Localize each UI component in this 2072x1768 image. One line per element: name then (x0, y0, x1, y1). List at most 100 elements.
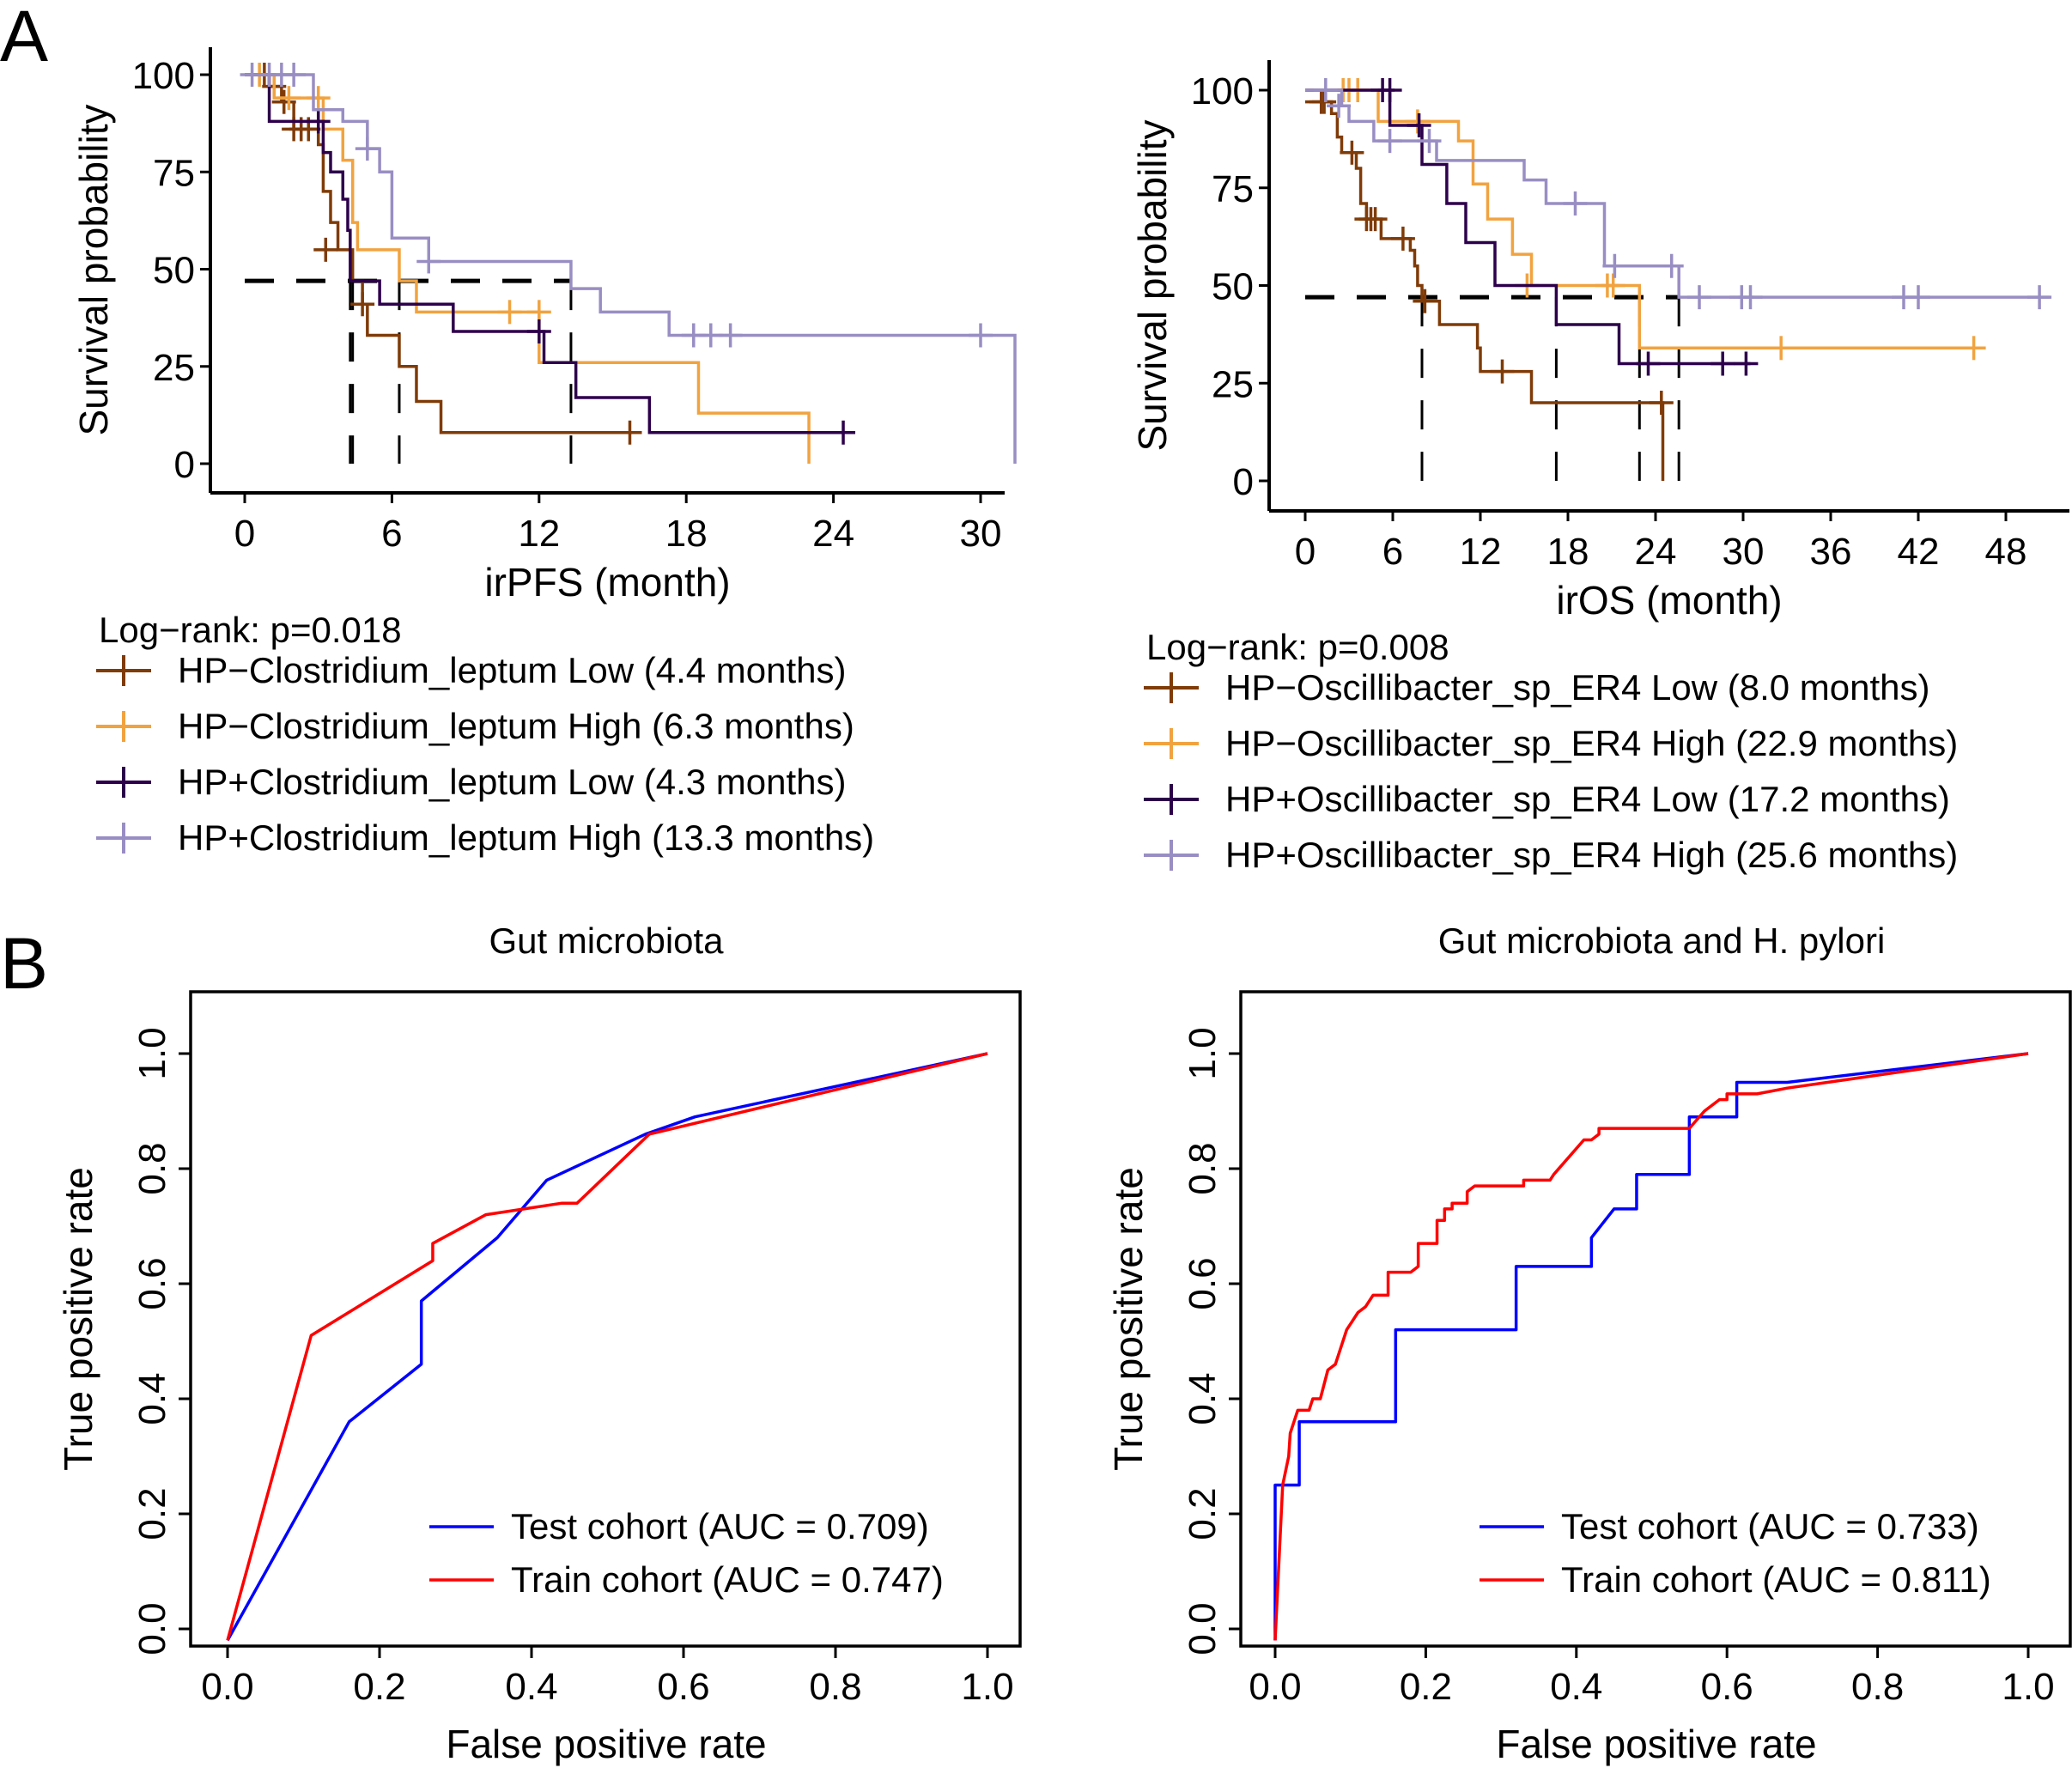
panel-label-a: A (0, 0, 49, 76)
x-tick-label: 12 (1460, 531, 1502, 573)
legend-label: HP+Oscillibacter_sp_ER4 High (25.6 month… (1225, 835, 1958, 875)
y-tick-label: 0.6 (131, 1257, 173, 1309)
legend-item: HP+Oscillibacter_sp_ER4 High (25.6 month… (1144, 835, 1958, 875)
km-curve-series-0 (1305, 100, 1665, 481)
y-tick-label: 0.4 (1182, 1372, 1224, 1425)
y-tick-label: 50 (153, 250, 195, 292)
x-tick-label: 18 (665, 513, 708, 555)
plot-frame (1239, 990, 2072, 1648)
x-tick-label: 48 (1985, 531, 2027, 573)
roc-curve-series-0 (1273, 1052, 2029, 1641)
x-tick-label: 1.0 (961, 1666, 1013, 1708)
x-tick-label: 18 (1547, 531, 1589, 573)
x-tick-label: 24 (812, 513, 854, 555)
x-tick-label: 0.0 (201, 1666, 253, 1708)
legend-item: HP+Oscillibacter_sp_ER4 Low (17.2 months… (1144, 779, 1950, 819)
x-tick-label: 0.4 (505, 1666, 557, 1708)
y-axis-title: True positive rate (1106, 1167, 1151, 1471)
y-tick-label: 0.2 (131, 1487, 173, 1540)
legend-item: Train cohort (AUC = 0.811) (1480, 1559, 1991, 1600)
x-axis-title: irPFS (month) (484, 560, 730, 605)
legend-label: Test cohort (AUC = 0.709) (511, 1506, 929, 1546)
legend-label: HP−Oscillibacter_sp_ER4 Low (8.0 months) (1225, 667, 1930, 708)
x-axis-title: False positive rate (446, 1722, 766, 1766)
legend-label: HP−Clostridium_leptum High (6.3 months) (178, 706, 854, 746)
x-tick-label: 1.0 (2002, 1666, 2054, 1708)
roc-curve-series-0 (226, 1052, 988, 1642)
y-tick-label: 0 (174, 444, 195, 486)
x-tick-label: 0.2 (1400, 1666, 1452, 1708)
chart-title: Gut microbiota and H. pylori (1438, 920, 1886, 961)
y-tick-label: 1.0 (131, 1027, 173, 1079)
x-tick-label: 0.2 (353, 1666, 405, 1708)
chart-roc_gut: Gut microbiota 0.0 0.2 0.4 0.6 0.8 1.0 0.0 0.2 0.… (56, 920, 1022, 1766)
legend-item: HP−Clostridium_leptum High (6.3 months) (96, 706, 854, 746)
y-tick-label: 100 (1191, 70, 1254, 112)
x-tick-label: 0 (1295, 531, 1316, 573)
roc-curve-series-1 (226, 1052, 988, 1641)
y-tick-label: 75 (1212, 168, 1254, 210)
logrank-pvalue: Log−rank: p=0.008 (1146, 627, 1449, 667)
x-tick-label: 24 (1635, 531, 1677, 573)
legend-item: Test cohort (AUC = 0.709) (429, 1506, 929, 1546)
legend-label: HP+Oscillibacter_sp_ER4 Low (17.2 months… (1225, 779, 1950, 819)
legend-item: Train cohort (AUC = 0.747) (429, 1559, 944, 1600)
x-tick-label: 0 (234, 513, 255, 555)
x-tick-label: 0.4 (1550, 1666, 1602, 1708)
km-curve-series-3 (245, 73, 1017, 464)
x-tick-label: 6 (381, 513, 402, 555)
legend-label: Train cohort (AUC = 0.811) (1561, 1559, 1991, 1600)
chart-km_irpfs: 0 25 50 75 100 0 6 12 18 24 30 irPFS (month) Surviva… (71, 47, 1017, 858)
x-axis-title: False positive rate (1496, 1722, 1816, 1766)
y-tick-label: 75 (153, 152, 195, 194)
legend-label: HP+Clostridium_leptum Low (4.3 months) (178, 762, 846, 802)
y-tick-label: 0.0 (131, 1602, 173, 1655)
y-tick-label: 50 (1212, 266, 1254, 308)
legend-item: HP−Clostridium_leptum Low (4.4 months) (96, 650, 846, 690)
legend-label: Test cohort (AUC = 0.733) (1561, 1506, 1979, 1546)
y-tick-label: 25 (1212, 363, 1254, 405)
km-curve-series-2 (1305, 88, 1751, 366)
y-tick-label: 0 (1233, 461, 1254, 503)
y-tick-label: 0.4 (131, 1372, 173, 1425)
y-tick-label: 1.0 (1182, 1027, 1224, 1079)
legend-item: HP−Oscillibacter_sp_ER4 Low (8.0 months) (1144, 667, 1930, 708)
y-tick-label: 0.2 (1182, 1487, 1224, 1540)
legend-label: HP−Clostridium_leptum Low (4.4 months) (178, 650, 846, 690)
panel-label-b: B (0, 923, 49, 1004)
legend-label: HP+Clostridium_leptum High (13.3 months) (178, 817, 874, 858)
x-tick-label: 0.6 (1701, 1666, 1753, 1708)
chart-title: Gut microbiota (489, 920, 724, 961)
x-tick-label: 6 (1382, 531, 1403, 573)
x-tick-label: 30 (960, 513, 1002, 555)
y-axis-title: Survival probability (71, 104, 116, 435)
x-tick-label: 0.6 (657, 1666, 709, 1708)
x-tick-label: 0.8 (809, 1666, 861, 1708)
logrank-pvalue: Log−rank: p=0.018 (99, 610, 402, 650)
chart-roc_gut_hp: Gut microbiota and H. pylori 0.0 0.2 0.4 0.6… (1106, 920, 2072, 1766)
legend-item: Test cohort (AUC = 0.733) (1480, 1506, 1979, 1546)
x-tick-label: 42 (1898, 531, 1940, 573)
y-tick-label: 0.8 (1182, 1142, 1224, 1194)
legend-item: HP+Clostridium_leptum Low (4.3 months) (96, 762, 846, 802)
plot-frame (189, 990, 1022, 1648)
x-tick-label: 0.0 (1249, 1666, 1301, 1708)
km-curve-series-1 (1305, 88, 1977, 350)
legend-item: HP+Clostridium_leptum High (13.3 months) (96, 817, 874, 858)
y-tick-label: 0.8 (131, 1142, 173, 1194)
y-tick-label: 25 (153, 347, 195, 389)
km-curve-series-1 (245, 73, 811, 464)
x-tick-label: 12 (518, 513, 560, 555)
x-tick-label: 0.8 (1851, 1666, 1904, 1708)
chart-km_iros: 0 25 50 75 100 0 6 12 18 24 30 36 42 48 irOS (month) Su… (1130, 60, 2069, 875)
y-tick-label: 0.0 (1182, 1602, 1224, 1655)
y-axis-title: True positive rate (56, 1167, 100, 1471)
legend-label: HP−Oscillibacter_sp_ER4 High (22.9 month… (1225, 723, 1958, 763)
y-tick-label: 100 (132, 55, 195, 97)
x-tick-label: 30 (1723, 531, 1765, 573)
x-tick-label: 36 (1810, 531, 1852, 573)
roc-curve-series-1 (1273, 1052, 2029, 1641)
x-axis-title: irOS (month) (1556, 578, 1782, 623)
y-tick-label: 0.6 (1182, 1257, 1224, 1309)
